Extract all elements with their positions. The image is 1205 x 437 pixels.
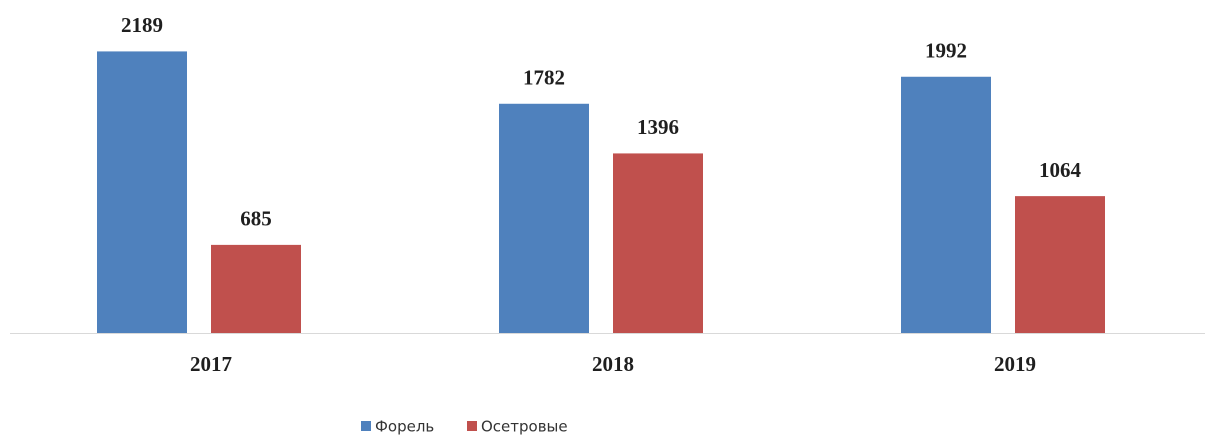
legend-swatch (361, 421, 371, 431)
legend-label: Форель (375, 418, 434, 436)
bar (613, 153, 703, 333)
legend-label: Осетровые (481, 418, 568, 436)
value-label: 1064 (1039, 158, 1082, 182)
x-tick-label: 2019 (994, 352, 1036, 376)
value-label: 1396 (637, 115, 679, 139)
legend-swatch (467, 421, 477, 431)
bar (97, 51, 187, 333)
bar (1015, 196, 1105, 333)
bar (211, 244, 301, 333)
bar (901, 76, 991, 334)
x-tick-label: 2017 (190, 352, 232, 376)
value-label: 685 (240, 207, 272, 231)
value-label: 1782 (523, 66, 565, 90)
bar (499, 103, 589, 334)
value-label: 1992 (925, 39, 967, 63)
value-label: 2189 (121, 13, 163, 37)
x-tick-label: 2018 (592, 352, 634, 376)
